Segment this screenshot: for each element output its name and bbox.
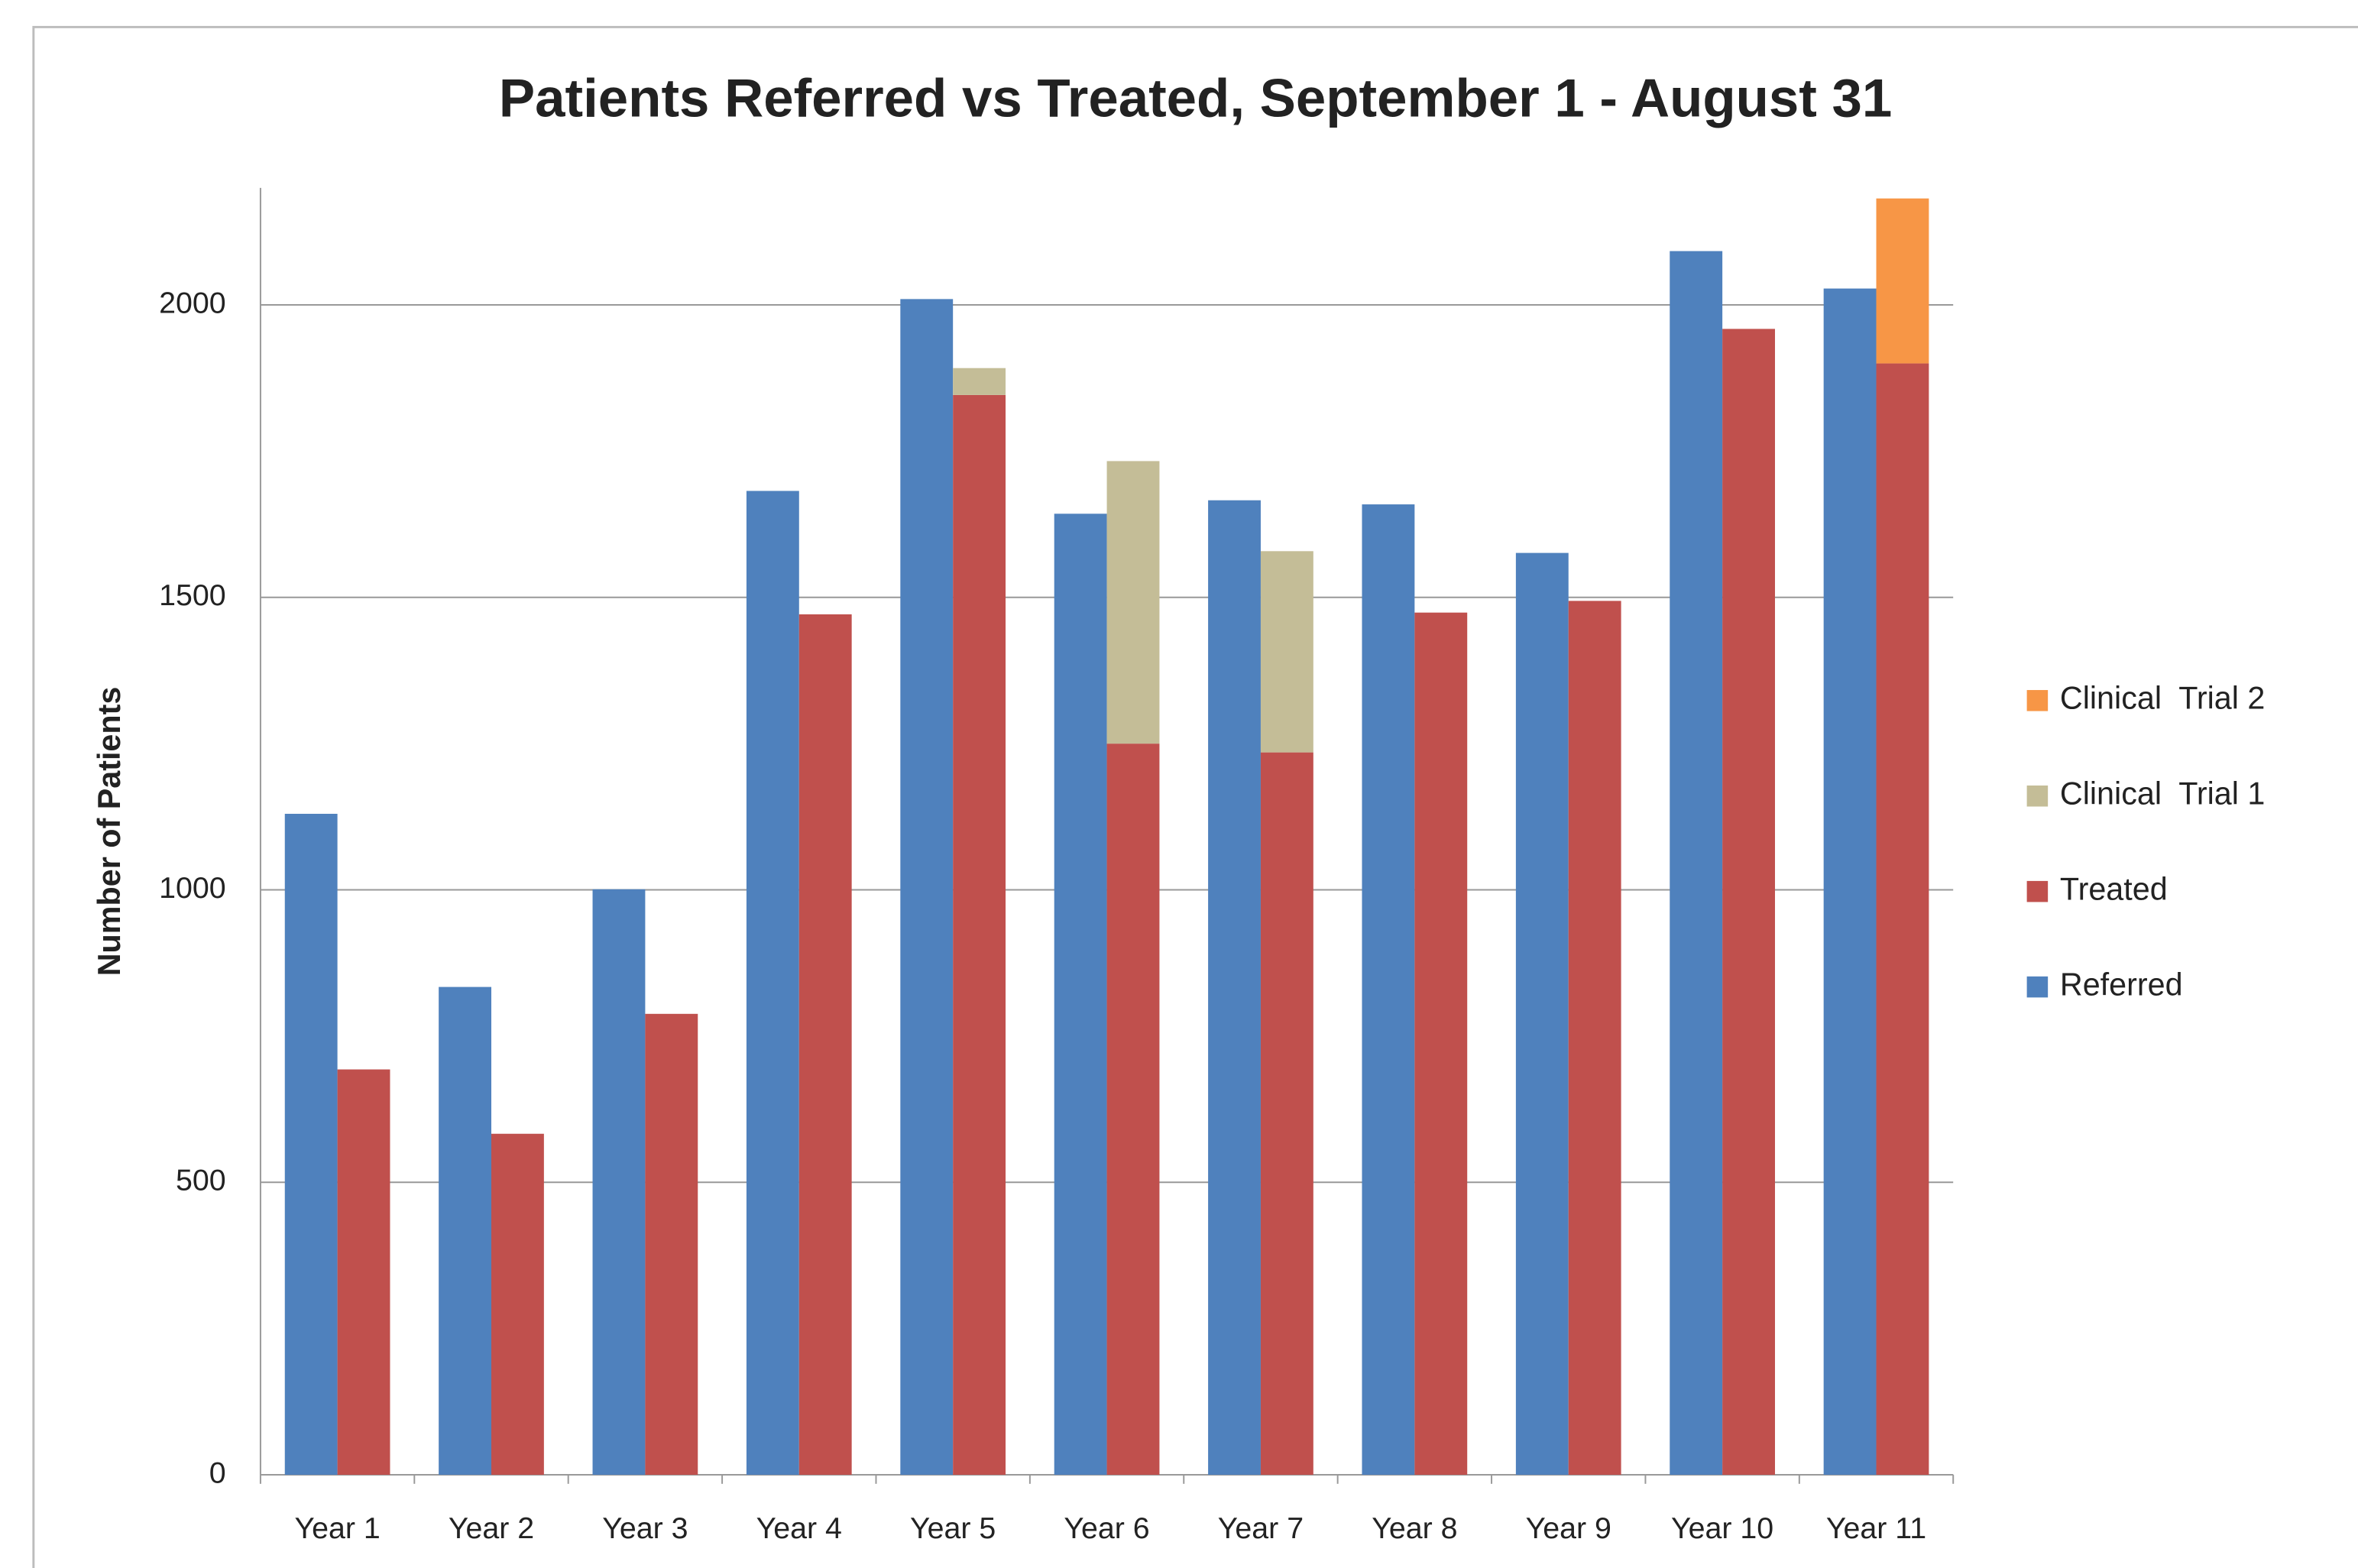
y-tick-label: 1000 bbox=[159, 871, 226, 905]
bar bbox=[337, 1069, 390, 1476]
bar bbox=[900, 299, 954, 1476]
y-tick-label: 2000 bbox=[159, 286, 226, 319]
bar bbox=[1722, 329, 1775, 1476]
legend-swatch bbox=[2026, 785, 2049, 807]
legend-swatch bbox=[2026, 976, 2049, 998]
bar bbox=[1823, 288, 1877, 1476]
bar bbox=[1876, 363, 1929, 1476]
x-tick-label: Year 10 bbox=[1671, 1511, 1773, 1545]
bar bbox=[1208, 500, 1261, 1476]
legend-swatch bbox=[2026, 880, 2049, 902]
y-tick-label: 0 bbox=[209, 1456, 226, 1489]
bar bbox=[1670, 251, 1723, 1476]
bar bbox=[798, 614, 852, 1476]
x-tick-label: Year 6 bbox=[1064, 1511, 1149, 1545]
x-tick-label: Year 4 bbox=[756, 1511, 842, 1545]
bar bbox=[1106, 744, 1160, 1476]
bar bbox=[1260, 752, 1313, 1476]
bar bbox=[953, 368, 1006, 395]
bar bbox=[592, 889, 646, 1476]
legend-swatch bbox=[2026, 690, 2049, 711]
x-tick-label: Year 8 bbox=[1372, 1511, 1457, 1545]
x-tick-label: Year 7 bbox=[1218, 1511, 1304, 1545]
chart-frame bbox=[32, 25, 2358, 1568]
bar bbox=[746, 491, 799, 1476]
chart-title: Patients Referred vs Treated, September … bbox=[499, 68, 1892, 128]
bar bbox=[1414, 612, 1468, 1476]
x-tick-label: Year 3 bbox=[602, 1511, 688, 1545]
bar bbox=[1568, 601, 1621, 1476]
x-tick-label: Year 1 bbox=[294, 1511, 380, 1545]
y-tick-label: 1500 bbox=[159, 578, 226, 612]
bar bbox=[953, 394, 1006, 1476]
legend-label: Treated bbox=[2060, 872, 2168, 907]
legend-label: Clinical Trial 2 bbox=[2060, 681, 2266, 716]
legend-label: Referred bbox=[2060, 967, 2183, 1003]
bar bbox=[1106, 461, 1160, 744]
bar bbox=[645, 1013, 698, 1476]
bar bbox=[439, 986, 492, 1476]
bar bbox=[1260, 551, 1313, 753]
bar bbox=[1876, 198, 1929, 364]
x-tick-label: Year 2 bbox=[449, 1511, 534, 1545]
x-tick-label: Year 9 bbox=[1526, 1511, 1611, 1545]
y-axis-label: Number of Patients bbox=[92, 687, 127, 977]
x-tick-label: Year 5 bbox=[910, 1511, 996, 1545]
bar bbox=[1054, 513, 1107, 1476]
y-tick-label: 500 bbox=[176, 1164, 226, 1197]
bar bbox=[1362, 504, 1415, 1476]
bar bbox=[491, 1133, 544, 1476]
bar bbox=[1515, 552, 1569, 1476]
bar bbox=[284, 814, 338, 1476]
legend-label: Clinical Trial 1 bbox=[2060, 776, 2266, 812]
x-tick-label: Year 11 bbox=[1826, 1511, 1926, 1545]
